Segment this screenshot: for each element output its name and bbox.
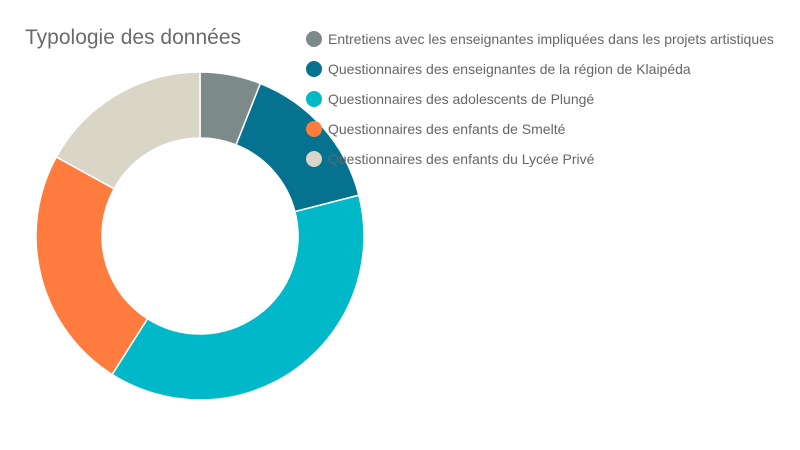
donut-slice-3[interactable] [111,194,365,401]
legend-label: Questionnaires des enfants du Lycée Priv… [328,151,595,167]
legend-swatch [306,61,322,77]
chart-title: Typologie des données [25,26,241,49]
legend-label: Questionnaires des adolescents de Plungé [328,91,595,107]
legend-label: Questionnaires des enseignantes de la ré… [328,61,691,77]
legend-swatch [306,31,322,47]
legend-item-5[interactable]: Questionnaires des enfants du Lycée Priv… [306,144,774,174]
chart-legend: Entretiens avec les enseignantes impliqu… [306,24,774,174]
donut-slice-5[interactable] [55,71,201,190]
legend-swatch [306,91,322,107]
donut-slice-4[interactable] [35,155,149,376]
legend-item-4[interactable]: Questionnaires des enfants de Smelté [306,114,774,144]
legend-item-1[interactable]: Entretiens avec les enseignantes impliqu… [306,24,774,54]
legend-label: Questionnaires des enfants de Smelté [328,121,566,137]
legend-item-2[interactable]: Questionnaires des enseignantes de la ré… [306,54,774,84]
legend-item-3[interactable]: Questionnaires des adolescents de Plungé [306,84,774,114]
legend-swatch [306,151,322,167]
legend-label: Entretiens avec les enseignantes impliqu… [328,31,774,47]
legend-swatch [306,121,322,137]
